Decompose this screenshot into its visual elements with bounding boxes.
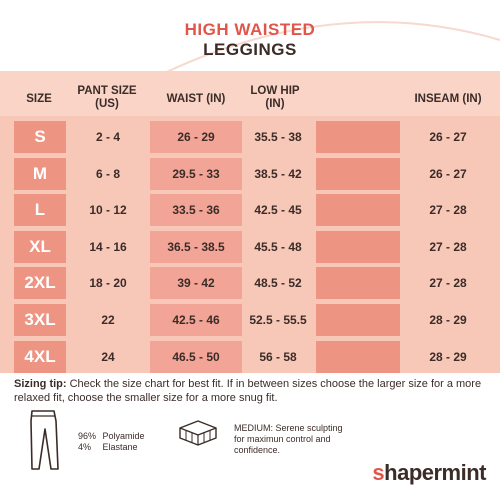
background-swoosh <box>149 21 500 80</box>
fabric-composition: 96% Polyamide 4% Elastane <box>78 431 145 453</box>
compression-icon <box>179 420 217 446</box>
cell-waist: 42.5 - 46 <box>150 304 242 336</box>
title-line-1: HIGH WAISTED <box>184 20 316 39</box>
cell-pant-size: 6 - 8 <box>95 166 120 181</box>
cell-size: 3XL <box>14 304 66 336</box>
sizing-tip-text: Check the size chart for best fit. If in… <box>14 378 482 404</box>
table-row: 4XL 24 46.5 - 50 56 - 58 28 - 29 <box>0 340 500 373</box>
cell-waist: 29.5 - 33 <box>150 157 242 190</box>
cell-waist: 26 - 29 <box>150 121 242 153</box>
cell-inseam: 28 - 29 <box>429 349 467 364</box>
cell-empty <box>316 121 400 153</box>
header-low-hip: LOW HIP (IN) <box>250 85 300 110</box>
cell-pant-size: 2 - 4 <box>95 130 120 144</box>
cell-low-hip: 35.5 - 38 <box>254 130 302 144</box>
cell-pant-size: 14 - 16 <box>89 239 127 254</box>
leggings-icon <box>30 410 59 470</box>
fabric-item: 96% Polyamide <box>78 431 145 441</box>
cell-size: S <box>14 121 66 153</box>
cell-size: M <box>14 157 66 190</box>
fabric-item: 4% Elastane <box>78 442 138 452</box>
sizing-tip: Sizing tip: Check the size chart for bes… <box>14 377 488 405</box>
table-row: S 2 - 4 26 - 29 35.5 - 38 26 - 27 <box>0 121 500 153</box>
cell-low-hip: 52.5 - 55.5 <box>249 313 307 327</box>
cell-size: L <box>14 194 66 227</box>
cell-low-hip: 56 - 58 <box>259 349 297 364</box>
cell-inseam: 27 - 28 <box>429 239 467 254</box>
size-chart-table: SIZE PANT SIZE (US) WAIST (IN) LOW HIP (… <box>0 71 500 373</box>
cell-size: 2XL <box>14 267 66 300</box>
sizing-tip-label: Sizing tip: <box>14 378 67 390</box>
table-row: 2XL 18 - 20 39 - 42 48.5 - 52 27 - 28 <box>0 267 500 300</box>
table-row: M 6 - 8 29.5 - 33 38.5 - 42 26 - 27 <box>0 157 500 190</box>
table-row: L 10 - 12 33.5 - 36 42.5 - 45 27 - 28 <box>0 194 500 227</box>
brand-logo: shapermint <box>372 460 486 485</box>
cell-inseam: 28 - 29 <box>429 313 467 327</box>
cell-pant-size: 10 - 12 <box>89 203 127 218</box>
table-row: XL 14 - 16 36.5 - 38.5 45.5 - 48 27 - 28 <box>0 230 500 263</box>
cell-inseam: 27 - 28 <box>429 203 467 218</box>
cell-empty <box>316 230 400 263</box>
cell-empty <box>316 304 400 336</box>
page-title: HIGH WAISTED LEGGINGS <box>0 20 500 60</box>
header-pant-size: PANT SIZE (US) <box>77 85 137 110</box>
header-size: SIZE <box>26 93 52 105</box>
cell-empty <box>316 157 400 190</box>
cell-low-hip: 42.5 - 45 <box>254 203 302 218</box>
cell-waist: 33.5 - 36 <box>150 194 242 227</box>
cell-waist: 46.5 - 50 <box>150 340 242 373</box>
cell-pant-size: 22 <box>101 313 115 327</box>
title-line-2: LEGGINGS <box>203 40 297 59</box>
cell-empty <box>316 340 400 373</box>
cell-low-hip: 45.5 - 48 <box>254 239 302 254</box>
cell-inseam: 27 - 28 <box>429 276 467 291</box>
cell-pant-size: 18 - 20 <box>89 276 127 291</box>
cell-waist: 36.5 - 38.5 <box>150 230 242 263</box>
cell-empty <box>316 267 400 300</box>
cell-low-hip: 48.5 - 52 <box>254 276 302 291</box>
cell-waist: 39 - 42 <box>150 267 242 300</box>
cell-empty <box>316 194 400 227</box>
cell-pant-size: 24 <box>101 349 115 364</box>
cell-inseam: 26 - 27 <box>429 166 467 181</box>
header-inseam: INSEAM (IN) <box>414 93 482 105</box>
cell-inseam: 26 - 27 <box>429 130 467 144</box>
table-row: 3XL 22 42.5 - 46 52.5 - 55.5 28 - 29 <box>0 304 500 336</box>
table-header: SIZE PANT SIZE (US) WAIST (IN) LOW HIP (… <box>0 71 500 116</box>
header-waist: WAIST (IN) <box>166 93 226 105</box>
cell-size: XL <box>14 230 66 263</box>
cell-size: 4XL <box>14 340 66 373</box>
compression-description: MEDIUM: Serene sculpting for maximun con… <box>234 423 343 455</box>
cell-low-hip: 38.5 - 42 <box>254 166 302 181</box>
